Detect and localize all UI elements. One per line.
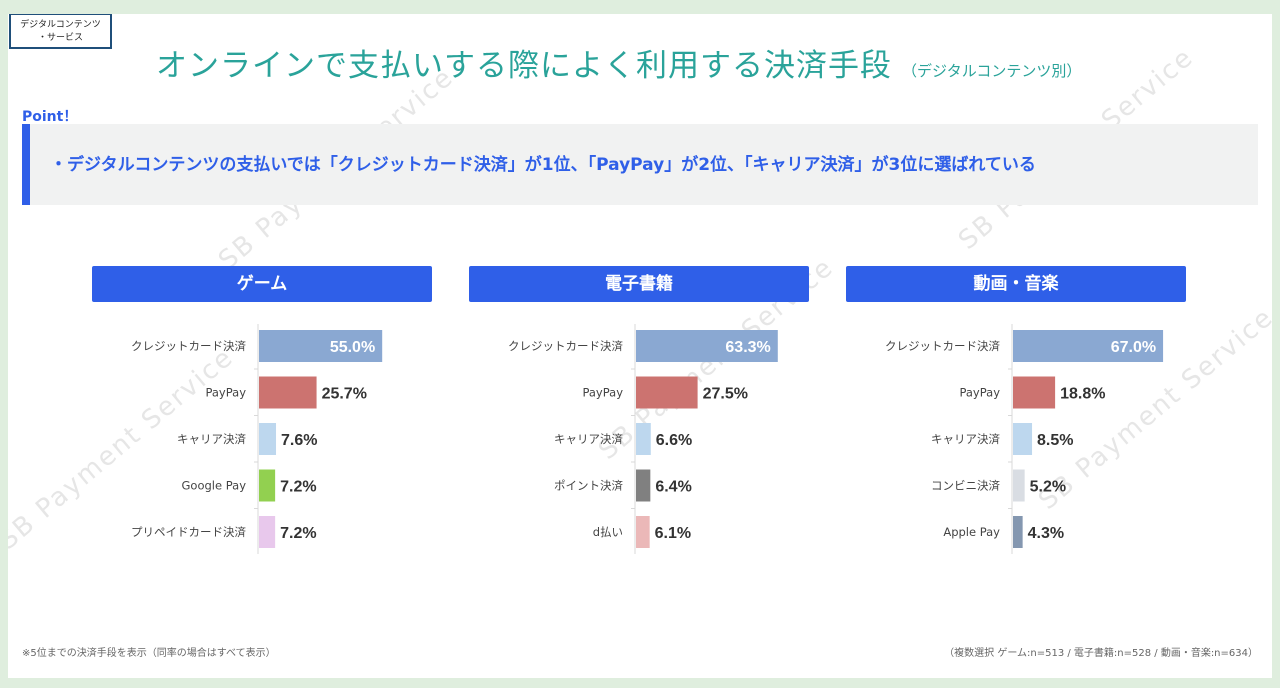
bar — [1013, 516, 1023, 548]
chart-panel-video-music: 動画・音楽 クレジットカード決済 67.0% PayPay 18.8% キャリア決済 8.… — [846, 266, 1186, 566]
category-label: プリペイドカード決済 — [131, 525, 246, 539]
bar-chart-video-music: クレジットカード決済 67.0% PayPay 18.8% キャリア決済 8.5% コンビニ… — [885, 324, 1164, 554]
bar — [1013, 330, 1164, 362]
bar — [1013, 469, 1025, 502]
bar — [636, 376, 698, 409]
data-label: 5.2% — [1030, 479, 1066, 496]
footnote-left: ※5位までの決済手段を表示（同率の場合はすべて表示） — [22, 648, 276, 659]
category-label: Google Pay — [182, 479, 247, 493]
point-box: ・デジタルコンテンツの支払いでは「クレジットカード決済」が1位、「PayPay」… — [22, 124, 1258, 205]
data-label: 27.5% — [703, 386, 748, 403]
bar — [259, 330, 383, 362]
bar — [259, 376, 317, 409]
point-text: ・デジタルコンテンツの支払いでは「クレジットカード決済」が1位、「PayPay」… — [50, 155, 1036, 175]
slide: SB Payment Service SB Payment Service SB… — [8, 14, 1272, 678]
bar — [636, 516, 650, 548]
category-label: PayPay — [959, 386, 1000, 400]
category-label: キャリア決済 — [931, 432, 1000, 446]
category-label: クレジットカード決済 — [885, 339, 1000, 353]
page-title-sub: （デジタルコンテンツ別） — [902, 62, 1082, 80]
chart-title: 電子書籍 — [469, 266, 809, 302]
bar — [636, 469, 651, 502]
data-label: 8.5% — [1037, 432, 1073, 449]
category-tag-line2: ・サービス — [37, 33, 83, 43]
chart-title: ゲーム — [92, 266, 432, 302]
data-label: 4.3% — [1028, 525, 1064, 542]
category-label: d払い — [593, 525, 623, 539]
chart-panel-game: ゲーム クレジットカード決済 55.0% PayPay 25.7% キャリア決済 7.6%… — [92, 266, 432, 566]
bar — [1013, 423, 1033, 455]
chart-panel-ebook: 電子書籍 クレジットカード決済 63.3% PayPay 27.5% キャリア決済 6.6… — [469, 266, 809, 566]
data-label: 67.0% — [1111, 339, 1156, 356]
data-label: 6.6% — [656, 432, 692, 449]
bar — [259, 423, 277, 455]
category-label: PayPay — [205, 386, 246, 400]
category-label: キャリア決済 — [554, 432, 623, 446]
chart-title: 動画・音楽 — [846, 266, 1186, 302]
data-label: 18.8% — [1060, 386, 1105, 403]
bar — [259, 516, 276, 548]
category-label: コンビニ決済 — [931, 479, 1000, 493]
data-label: 55.0% — [330, 339, 375, 356]
data-label: 7.6% — [281, 432, 317, 449]
bar — [636, 330, 778, 362]
bar-chart-ebook: クレジットカード決済 63.3% PayPay 27.5% キャリア決済 6.6% ポイント… — [508, 324, 778, 554]
category-label: ポイント決済 — [554, 479, 623, 493]
data-label: 63.3% — [725, 339, 770, 356]
category-tag-line1: デジタルコンテンツ — [20, 20, 101, 30]
category-tag: デジタルコンテンツ ・サービス — [9, 14, 112, 49]
data-label: 7.2% — [280, 525, 316, 542]
data-label: 6.1% — [655, 525, 691, 542]
category-label: キャリア決済 — [177, 432, 246, 446]
data-label: 6.4% — [655, 479, 691, 496]
bar — [259, 469, 276, 502]
data-label: 25.7% — [322, 386, 367, 403]
data-label: 7.2% — [280, 479, 316, 496]
category-label: PayPay — [582, 386, 623, 400]
category-label: クレジットカード決済 — [508, 339, 623, 353]
bar — [1013, 376, 1056, 409]
category-label: Apple Pay — [943, 525, 1000, 539]
footnote-right: （複数選択 ゲーム:n=513 / 電子書籍:n=528 / 動画・音楽:n=6… — [944, 648, 1258, 659]
page-title-main: オンラインで支払いする際によく利用する決済手段 — [156, 48, 892, 84]
bar — [636, 423, 651, 455]
category-label: クレジットカード決済 — [131, 339, 246, 353]
page-title: オンラインで支払いする際によく利用する決済手段 （デジタルコンテンツ別） — [156, 40, 1081, 85]
bar-chart-game: クレジットカード決済 55.0% PayPay 25.7% キャリア決済 7.6% Goog… — [131, 324, 383, 554]
point-label: Point！ — [22, 109, 78, 125]
